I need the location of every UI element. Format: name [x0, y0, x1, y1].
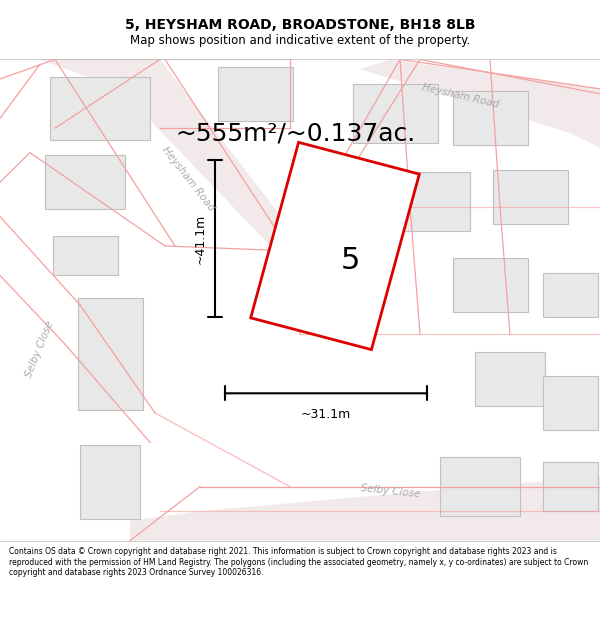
Polygon shape [542, 273, 598, 317]
Polygon shape [542, 376, 598, 430]
Polygon shape [440, 457, 520, 516]
Polygon shape [542, 462, 598, 511]
Polygon shape [50, 76, 150, 141]
Polygon shape [218, 67, 293, 121]
Polygon shape [353, 84, 437, 143]
Polygon shape [493, 170, 568, 224]
Polygon shape [80, 445, 140, 519]
Text: 5, HEYSHAM ROAD, BROADSTONE, BH18 8LB: 5, HEYSHAM ROAD, BROADSTONE, BH18 8LB [125, 18, 475, 32]
Polygon shape [475, 351, 545, 406]
Polygon shape [360, 59, 600, 148]
Polygon shape [452, 91, 527, 145]
Text: Heysham Road: Heysham Road [160, 145, 216, 213]
Polygon shape [130, 477, 600, 541]
Text: Selby Close: Selby Close [24, 319, 56, 379]
Polygon shape [53, 236, 118, 276]
Polygon shape [45, 155, 125, 209]
Text: Heysham Road: Heysham Road [421, 82, 499, 109]
Text: ~555m²/~0.137ac.: ~555m²/~0.137ac. [175, 121, 415, 145]
Polygon shape [390, 173, 470, 231]
Text: 5: 5 [340, 246, 359, 275]
Text: Selby Close: Selby Close [359, 483, 421, 499]
Polygon shape [452, 258, 527, 312]
Polygon shape [251, 142, 419, 349]
Polygon shape [77, 298, 143, 411]
Polygon shape [40, 59, 300, 251]
Text: ~41.1m: ~41.1m [194, 214, 207, 264]
Text: ~31.1m: ~31.1m [301, 408, 351, 421]
Text: Map shows position and indicative extent of the property.: Map shows position and indicative extent… [130, 34, 470, 47]
Text: Contains OS data © Crown copyright and database right 2021. This information is : Contains OS data © Crown copyright and d… [9, 548, 588, 577]
